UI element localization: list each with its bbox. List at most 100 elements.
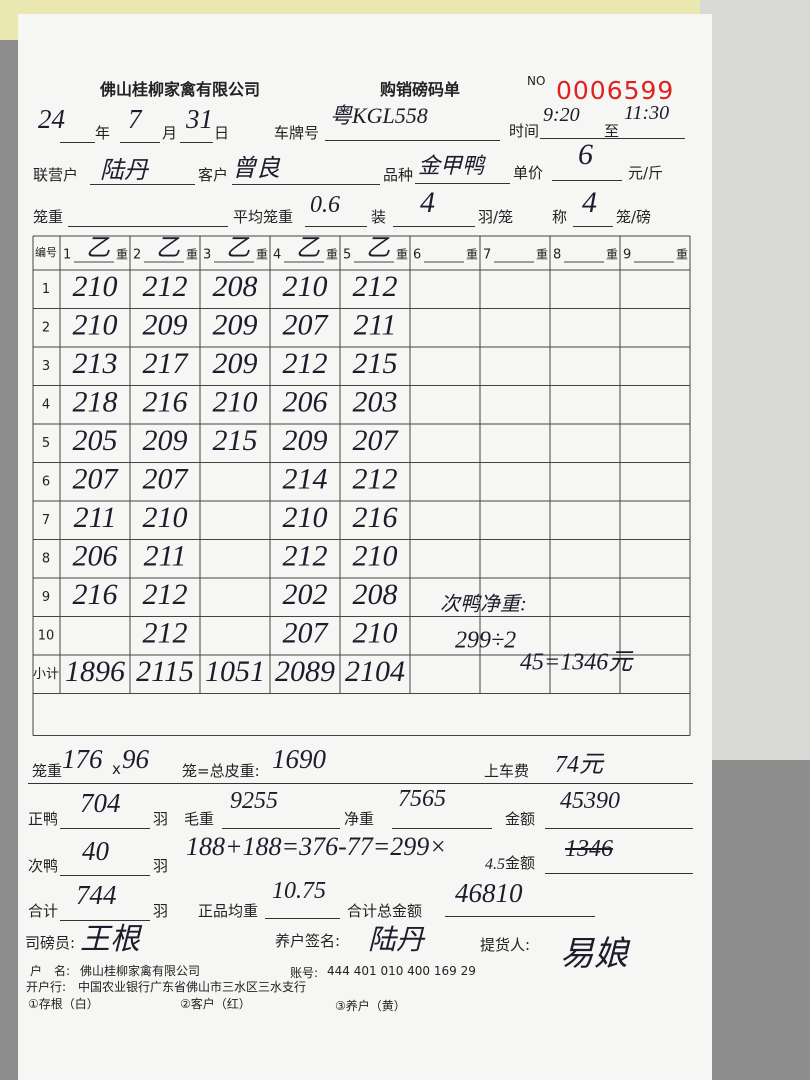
hw-column-mark: 乙 — [226, 236, 250, 262]
hw-weight: 203 — [353, 386, 398, 419]
hw-cage-weight: 176 — [62, 744, 103, 774]
hw-weight: 208 — [353, 578, 398, 611]
row-label: 5 — [42, 436, 50, 451]
label: 上车费 — [484, 762, 530, 780]
no-label: NO — [527, 74, 546, 88]
label: 羽 — [153, 810, 169, 828]
hw-price: 6 — [578, 138, 593, 171]
hw-time: 11:30 — [624, 102, 670, 124]
table-header: 编号 — [35, 245, 57, 259]
label: 金额 — [505, 854, 536, 872]
form-title: 购销磅码单 — [380, 80, 461, 99]
column-weight-label: 重 — [466, 248, 478, 262]
column-number: 4 — [273, 248, 281, 263]
hw-weight: 207 — [283, 617, 330, 650]
hw-weight: 210 — [143, 501, 188, 534]
label: 笼=总皮重: — [182, 762, 260, 780]
copy: ③养户（黄） — [335, 999, 406, 1013]
column-number: 6 — [413, 248, 421, 263]
label: 联营户 — [33, 166, 79, 184]
hw-weigh: 4 — [582, 186, 597, 219]
column-weight-label: 重 — [116, 248, 128, 262]
hw-weight: 216 — [73, 578, 118, 611]
hw-weight: 209 — [283, 424, 328, 457]
hw-main-count: 704 — [80, 788, 121, 818]
hw-main-amount: 45390 — [560, 788, 620, 814]
hw-weight: 210 — [283, 501, 328, 534]
row-label: 7 — [42, 513, 50, 528]
column-number: 8 — [553, 248, 561, 263]
column-weight-label: 重 — [606, 248, 618, 262]
label: 户 名: — [30, 964, 71, 978]
label: 次鸭 — [28, 857, 59, 875]
label: 司磅员: — [25, 934, 76, 952]
hw-weight: 205 — [73, 424, 118, 457]
hw-weight: 218 — [73, 386, 118, 419]
hw-column-mark: 乙 — [296, 236, 320, 262]
column-number: 1 — [63, 248, 71, 263]
label: 至 — [604, 122, 620, 140]
hw-weight: 1896 — [65, 655, 125, 688]
hw-cage-count: 96 — [122, 744, 149, 774]
column-number: 7 — [483, 248, 491, 263]
hw-weight: 207 — [353, 424, 400, 457]
hw-weight: 212 — [143, 270, 188, 303]
label: 羽 — [153, 857, 169, 875]
label: 年 — [95, 124, 111, 142]
label: 开户行: — [26, 980, 67, 994]
label: 正鸭 — [28, 810, 59, 828]
column-weight-label: 重 — [676, 248, 688, 262]
label: 合计 — [28, 902, 59, 920]
hw-sub-count: 40 — [82, 836, 109, 866]
label: 品种 — [383, 166, 414, 184]
hw-customer: 曾良 — [232, 156, 280, 182]
label: 笼重 — [33, 208, 64, 226]
hw-weight: 210 — [73, 309, 118, 342]
label: 平均笼重 — [233, 208, 294, 226]
hw-weight: 202 — [283, 578, 328, 611]
hw-weight: 210 — [353, 617, 398, 650]
hw-weight: 215 — [213, 424, 258, 457]
hw-weight: 209 — [143, 309, 188, 342]
label: 金额 — [505, 810, 536, 828]
hw-sub-rate: 4.5 — [485, 856, 505, 873]
column-number: 9 — [623, 248, 631, 263]
hw-loading-fee: 74元 — [555, 752, 603, 778]
hw-weight: 207 — [73, 463, 120, 496]
hw-weight: 210 — [353, 540, 398, 573]
company: 佛山桂柳家禽有限公司 — [100, 80, 261, 99]
account-name: 佛山桂柳家禽有限公司 — [80, 964, 201, 978]
column-weight-label: 重 — [536, 248, 548, 262]
copy: ①存根（白） — [28, 997, 99, 1011]
hw-avg-cage: 0.6 — [310, 192, 340, 218]
hw-weight: 2115 — [136, 655, 194, 688]
label: 养户签名: — [275, 932, 341, 950]
hw-weight: 212 — [143, 578, 188, 611]
label: 月 — [162, 124, 178, 142]
label: x — [112, 760, 121, 778]
hw-picker: 易娘 — [560, 936, 628, 973]
label: 合计总金额 — [347, 902, 423, 920]
column-weight-label: 重 — [186, 248, 198, 262]
column-weight-label: 重 — [396, 248, 408, 262]
label: 客户 — [198, 166, 229, 184]
label: 正品均重 — [198, 902, 259, 920]
hw-total-amount: 46810 — [455, 878, 523, 908]
row-label: 6 — [42, 474, 50, 489]
row-label: 2 — [42, 320, 50, 335]
copy: ②客户（红） — [180, 997, 251, 1011]
label: 账号: — [290, 966, 319, 980]
hw-weight: 212 — [283, 540, 328, 573]
paper — [18, 14, 712, 1080]
hw-weight: 207 — [283, 309, 330, 342]
hw-time: 9:20 — [543, 104, 580, 126]
label: 单价 — [513, 164, 544, 182]
label: 装 — [371, 208, 387, 226]
hw-note: 299÷2 — [455, 628, 516, 654]
hw-weight: 215 — [353, 347, 398, 380]
hw-avg: 10.75 — [272, 878, 326, 904]
label: 笼重 — [32, 762, 63, 780]
row-label: 4 — [42, 397, 50, 412]
